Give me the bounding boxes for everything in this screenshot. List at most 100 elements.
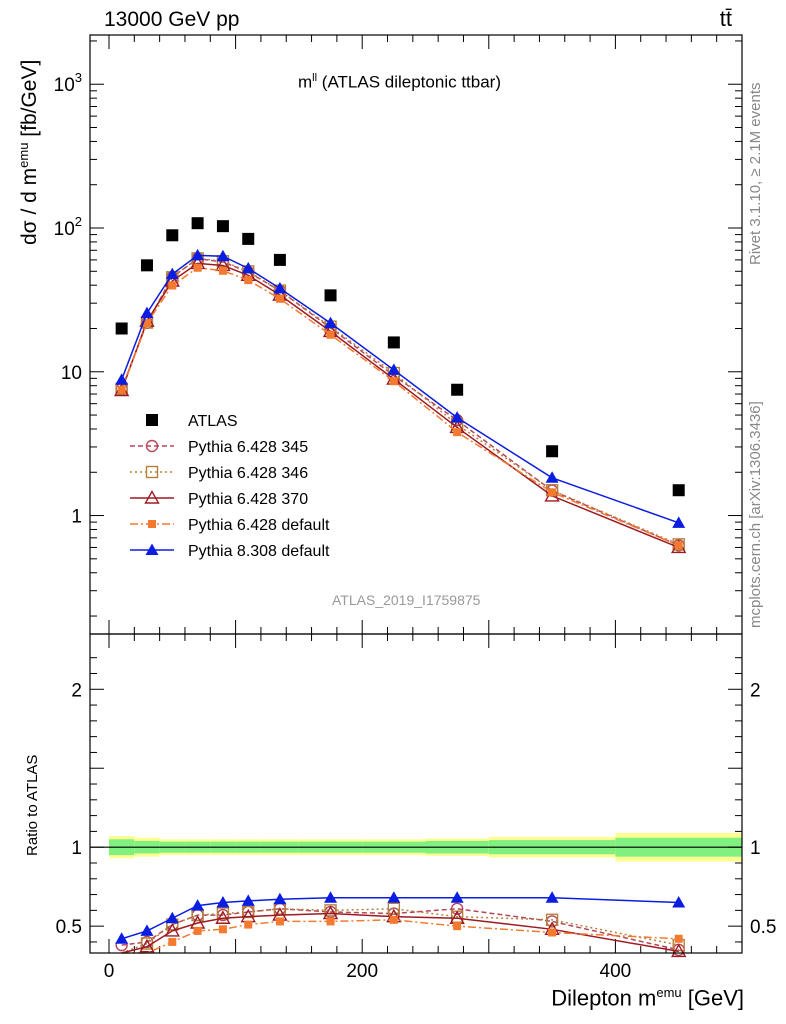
- data-point-marker: [672, 484, 685, 497]
- data-point-marker: [140, 306, 154, 319]
- legend-entry-atlas: ATLAS: [146, 413, 238, 430]
- data-series: [113, 217, 687, 958]
- data-point-marker: [244, 920, 253, 929]
- series-atlas: [115, 217, 685, 497]
- ratio-y-tick-label: 2: [71, 680, 82, 701]
- legend-entry-p346: Pythia 6.428 346: [130, 465, 308, 482]
- data-point-marker: [218, 266, 227, 275]
- data-point-marker: [545, 913, 559, 927]
- legend-label: Pythia 6.428 346: [188, 465, 308, 482]
- data-point-marker: [273, 253, 286, 266]
- data-point-marker: [165, 267, 179, 280]
- data-point-marker: [115, 322, 128, 335]
- data-point-marker: [324, 316, 338, 329]
- ratio-uncertainty-band: [90, 832, 742, 862]
- data-point-marker: [674, 541, 683, 550]
- data-point-marker: [548, 488, 557, 497]
- title-superscript: ll: [312, 72, 318, 84]
- data-point-marker: [244, 276, 253, 285]
- series-line-main: [120, 254, 679, 524]
- tick-exponent: 2: [75, 214, 82, 229]
- data-point-marker: [216, 249, 230, 262]
- analysis-id-label: ATLAS_2019_I1759875: [332, 592, 481, 608]
- data-point-marker: [165, 911, 179, 924]
- main-y-tick-label: 10: [61, 363, 82, 384]
- ratio-plot-frame: [89, 633, 743, 954]
- title-description: (ATLAS dileptonic ttbar): [317, 72, 501, 92]
- header-right-label: tt̄: [719, 6, 732, 31]
- legend-label: Pythia 8.308 default: [188, 543, 330, 560]
- main-plot-title: mll (ATLAS dileptonic ttbar): [298, 72, 501, 93]
- data-point-marker: [145, 543, 159, 555]
- data-point-marker: [140, 924, 154, 936]
- main-y-tick-label: 102: [54, 214, 82, 240]
- data-point-marker: [326, 917, 335, 926]
- data-point-marker: [166, 229, 179, 242]
- x-tick-label: 400: [600, 961, 632, 982]
- data-point-marker: [672, 895, 686, 908]
- data-point-marker: [450, 891, 464, 903]
- legend: ATLAS Pythia 6.428 345 Pythia 6.428 346 Pyt…: [130, 413, 330, 560]
- legend-entry-p345: Pythia 6.428 345: [130, 439, 308, 456]
- tick-exponent: 3: [75, 70, 82, 85]
- data-point-marker: [674, 934, 683, 943]
- series-p6def: [117, 263, 683, 954]
- axis-ticks: 1 10 102 103 0.5 0.5 1 1 2 2 0 200 400: [54, 35, 776, 982]
- data-point-marker: [242, 232, 255, 245]
- data-point-marker: [545, 471, 559, 483]
- legend-label: Pythia 6.428 370: [188, 491, 308, 508]
- x-label-superscript: emu: [656, 985, 682, 1000]
- data-point-marker: [148, 520, 156, 528]
- data-point-marker: [216, 895, 230, 908]
- series-p8def: [115, 248, 686, 944]
- mcplots-url-label: mcplots.cern.ch [arXiv:1306.3436]: [747, 401, 764, 628]
- ratio-y-tick-label-right: 1: [750, 838, 761, 859]
- data-point-marker: [273, 892, 287, 905]
- data-point-marker: [117, 385, 126, 394]
- ratio-y-tick-label: 0.5: [56, 917, 82, 938]
- data-point-marker: [672, 516, 686, 528]
- data-point-marker: [324, 289, 337, 302]
- x-tick-label: 0: [104, 961, 115, 982]
- data-point-marker: [546, 445, 559, 458]
- data-point-marker: [191, 248, 205, 261]
- data-point-marker: [144, 490, 160, 504]
- data-point-marker: [324, 891, 338, 903]
- y-label-text: dσ / d m: [18, 167, 41, 245]
- data-point-marker: [275, 294, 284, 303]
- rivet-version-label: Rivet 3.1.10, ≥ 2.1M events: [747, 82, 764, 266]
- data-point-marker: [387, 902, 401, 915]
- data-point-marker: [146, 414, 158, 426]
- legend-entry-p370: Pythia 6.428 370: [130, 490, 308, 508]
- data-point-marker: [389, 377, 398, 386]
- data-point-marker: [140, 259, 153, 272]
- y-label-unit: [fb/GeV]: [18, 59, 41, 143]
- data-point-marker: [241, 894, 255, 906]
- data-point-marker: [273, 281, 287, 294]
- data-point-marker: [451, 383, 464, 396]
- series-line-ratio: [121, 912, 679, 954]
- data-point-marker: [387, 363, 401, 375]
- series-line-ratio: [121, 919, 679, 954]
- data-point-marker: [115, 932, 129, 944]
- data-point-marker: [139, 938, 155, 953]
- data-point-marker: [218, 925, 227, 934]
- x-label-unit: [GeV]: [681, 985, 744, 1011]
- ratio-y-tick-label-right: 2: [750, 680, 761, 701]
- legend-label: Pythia 6.428 345: [188, 439, 308, 456]
- data-point-marker: [670, 943, 687, 958]
- series-line-ratio: [121, 896, 679, 940]
- data-point-marker: [548, 928, 557, 937]
- main-y-axis-label: dσ / d memu [fb/GeV]: [16, 60, 42, 245]
- data-point-marker: [193, 926, 202, 935]
- data-point-marker: [545, 891, 559, 903]
- data-point-marker: [142, 319, 151, 328]
- main-y-tick-label: 103: [54, 70, 82, 96]
- data-point-marker: [115, 373, 129, 385]
- data-point-marker: [453, 922, 462, 931]
- data-point-marker: [145, 465, 159, 479]
- title-symbol: m: [298, 72, 313, 92]
- legend-entry-p8def: Pythia 8.308 default: [130, 543, 330, 560]
- data-point-marker: [145, 439, 159, 453]
